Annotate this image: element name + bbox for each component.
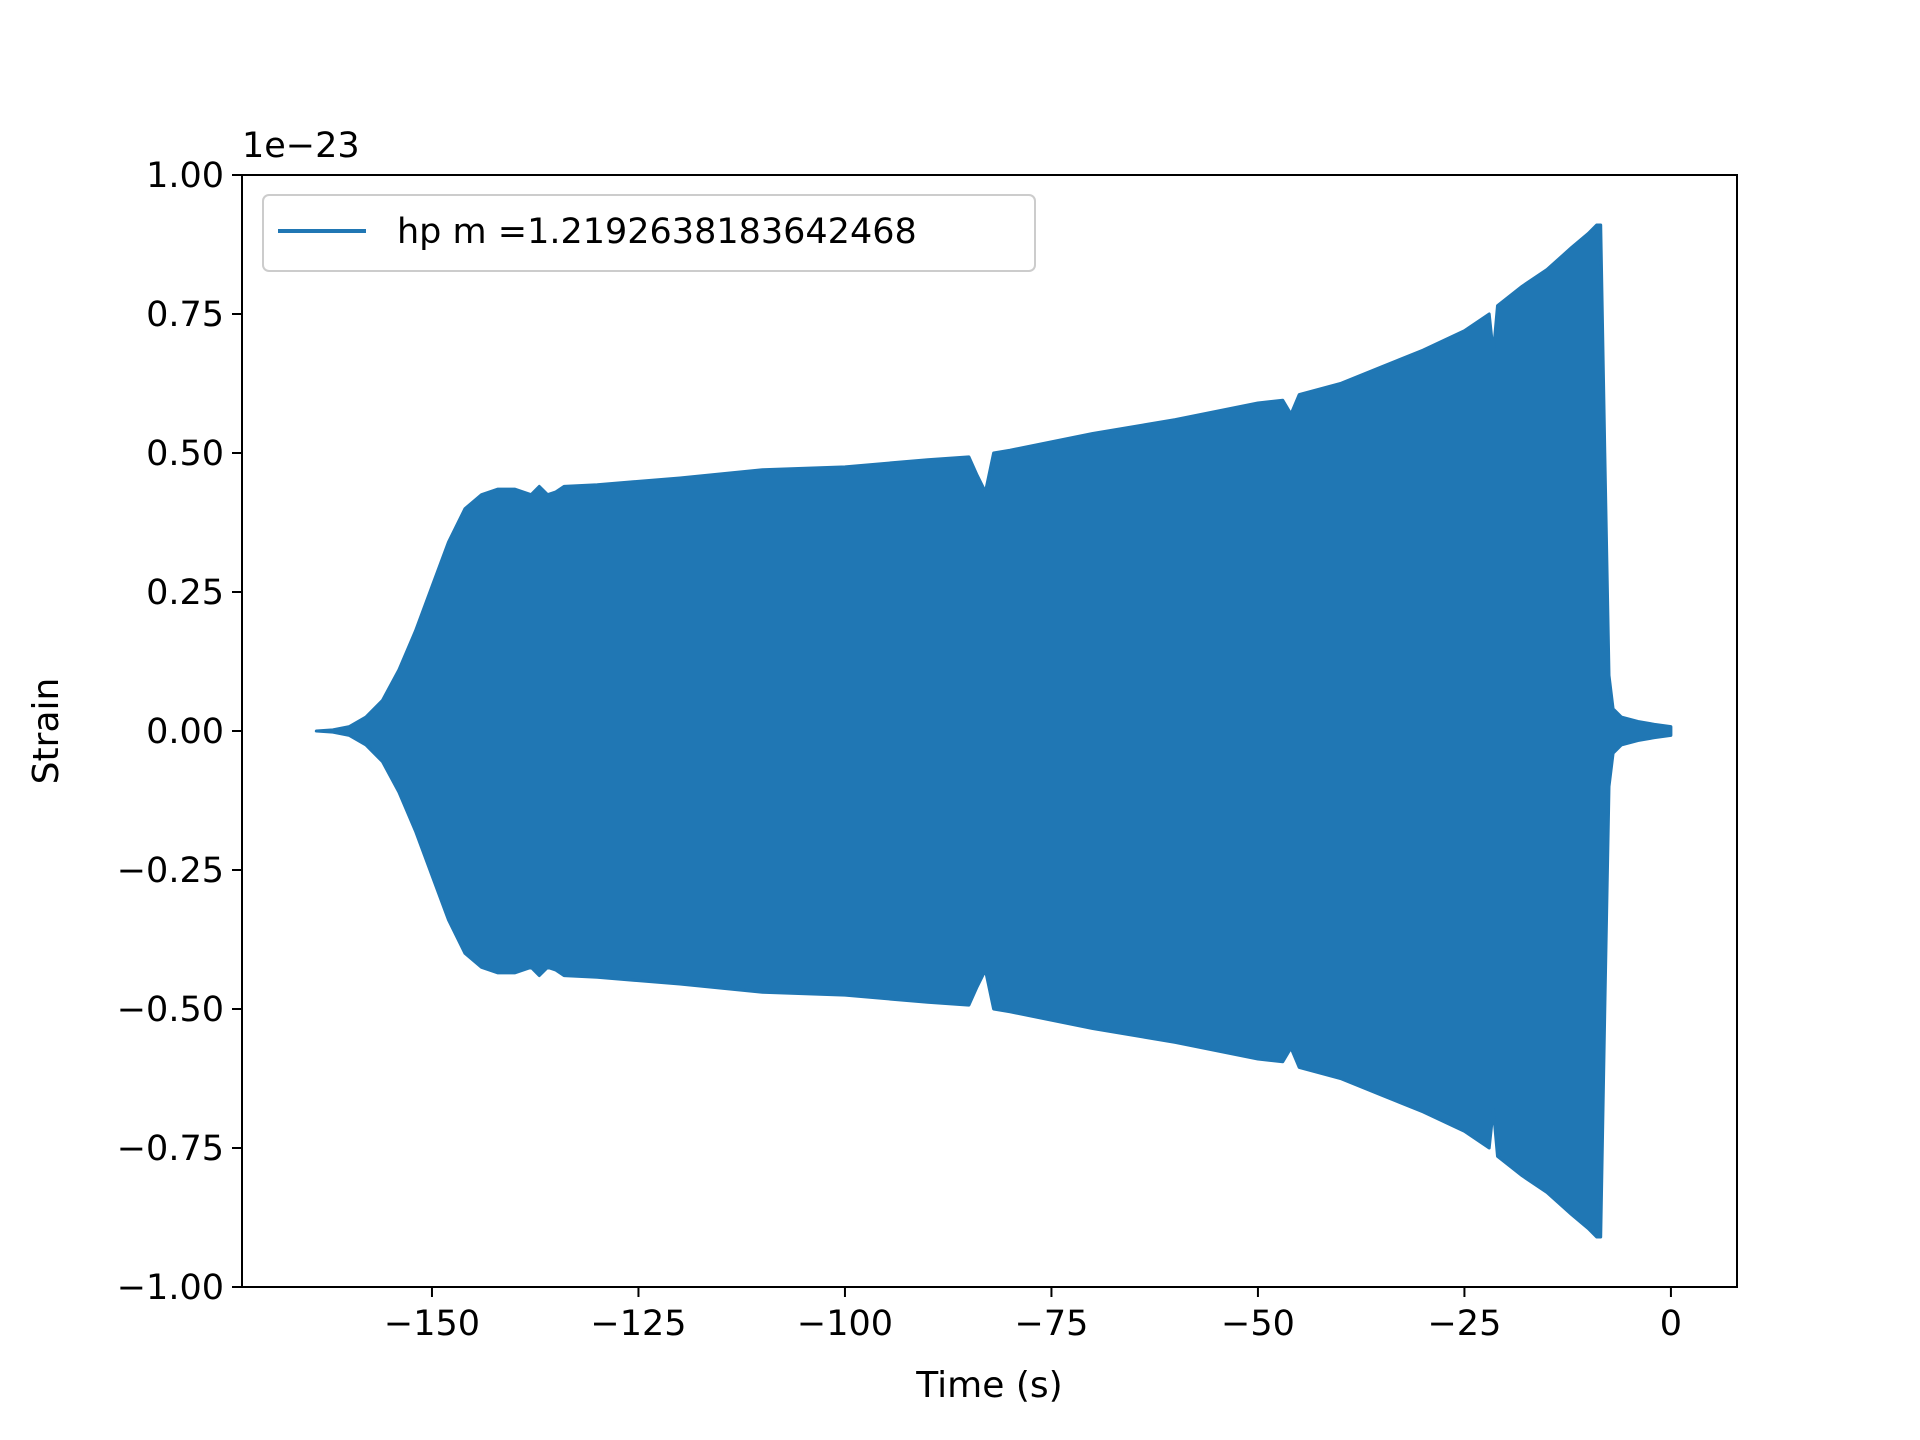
x-tick-label: −150	[384, 1304, 480, 1344]
y-tick-label: −0.50	[117, 990, 224, 1030]
y-tick-label: 0.00	[146, 712, 224, 752]
series-layer	[314, 223, 1673, 1239]
y-tick-label: 0.25	[146, 573, 224, 613]
y-axis-label: Strain	[26, 678, 67, 785]
y-tick-label: −0.75	[117, 1129, 224, 1169]
y-offset-label: 1e−23	[242, 126, 360, 166]
x-tick-label: −25	[1427, 1304, 1501, 1344]
legend: hp m =1.2192638183642468	[262, 194, 1036, 272]
x-axis-label: Time (s)	[915, 1365, 1062, 1406]
x-tick-label: −75	[1015, 1304, 1089, 1344]
x-tick-label: −50	[1221, 1304, 1295, 1344]
y-tick-label: 0.75	[146, 295, 224, 335]
x-tick-label: 0	[1660, 1304, 1682, 1344]
series-waveform-hp	[314, 223, 1673, 1239]
y-tick-label: −1.00	[117, 1268, 224, 1308]
x-tick-label: −125	[590, 1304, 686, 1344]
y-axis: 1.00 0.75 0.50 0.25 0.00 −0.25 −0.50 −0.75 −1.00	[117, 156, 242, 1308]
y-tick-label: 1.00	[146, 156, 224, 196]
legend-entry-label: hp m =1.2192638183642468	[397, 212, 917, 252]
y-tick-label: 0.50	[146, 434, 224, 474]
legend-box	[262, 194, 1036, 272]
x-tick-label: −100	[797, 1304, 893, 1344]
y-tick-label: −0.25	[117, 851, 224, 891]
x-axis: −150 −125 −100 −75 −50 −25 0	[384, 1287, 1682, 1344]
